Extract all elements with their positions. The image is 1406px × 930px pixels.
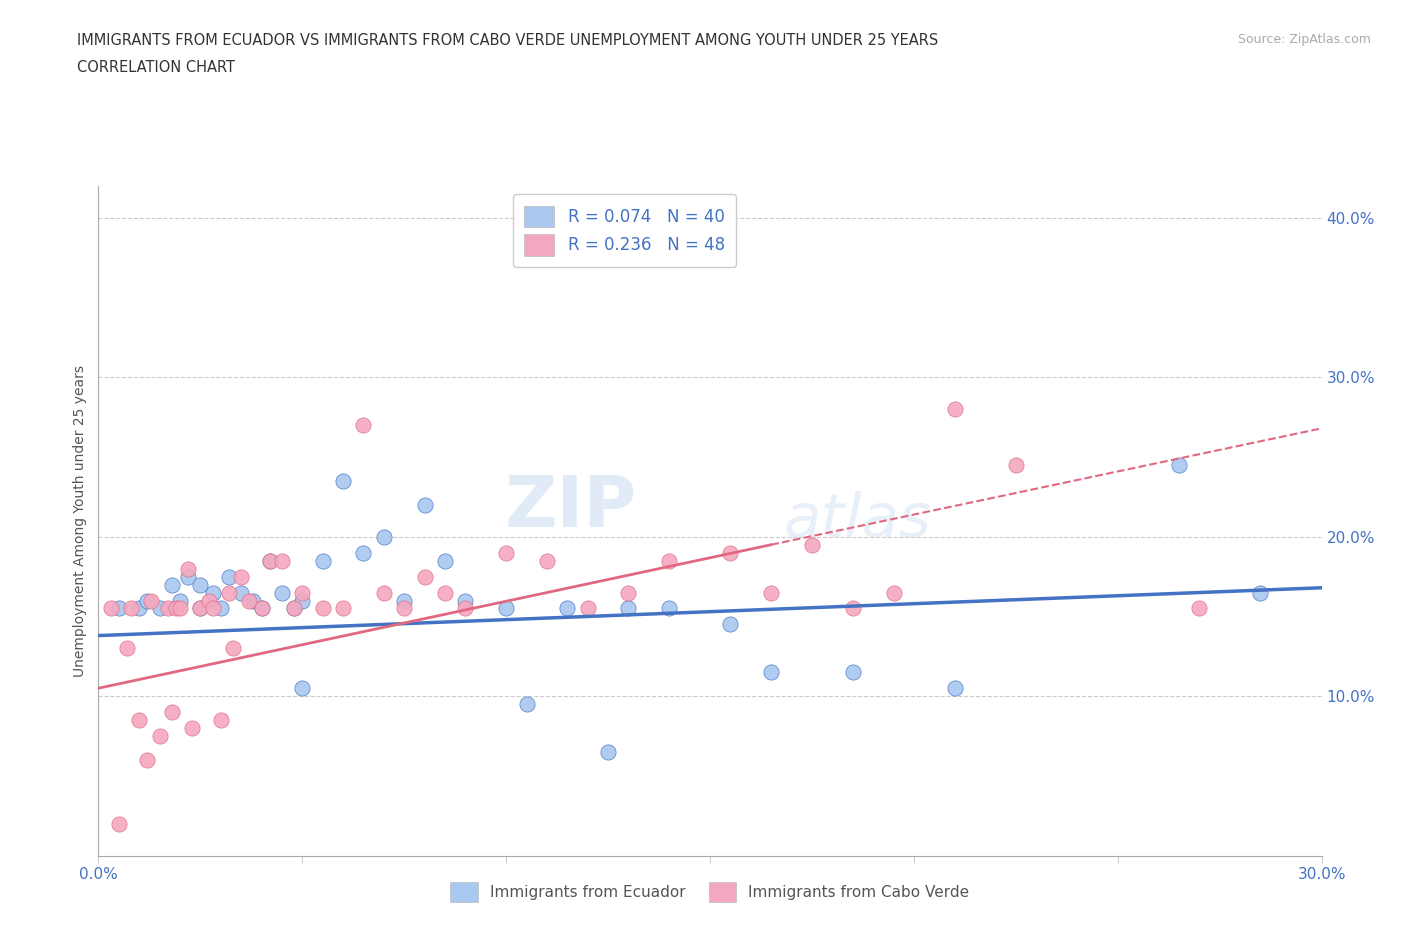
- Point: [841, 601, 863, 616]
- Point: [352, 545, 374, 560]
- Point: [218, 585, 240, 600]
- Point: [160, 705, 183, 720]
- Point: [1249, 585, 1271, 600]
- Point: [160, 578, 183, 592]
- Point: [392, 601, 416, 616]
- Point: [201, 601, 224, 616]
- Point: [291, 593, 314, 608]
- Point: [188, 601, 212, 616]
- Point: [312, 601, 335, 616]
- Point: [454, 593, 477, 608]
- Point: [231, 585, 253, 600]
- Text: IMMIGRANTS FROM ECUADOR VS IMMIGRANTS FROM CABO VERDE UNEMPLOYMENT AMONG YOUTH U: IMMIGRANTS FROM ECUADOR VS IMMIGRANTS FR…: [77, 33, 939, 47]
- Point: [209, 601, 232, 616]
- Point: [238, 593, 260, 608]
- Point: [495, 601, 517, 616]
- Y-axis label: Unemployment Among Youth under 25 years: Unemployment Among Youth under 25 years: [73, 365, 87, 677]
- Point: [617, 601, 640, 616]
- Text: Source: ZipAtlas.com: Source: ZipAtlas.com: [1237, 33, 1371, 46]
- Point: [149, 601, 172, 616]
- Point: [413, 569, 436, 584]
- Point: [454, 601, 477, 616]
- Point: [1167, 458, 1189, 472]
- Point: [209, 712, 232, 727]
- Point: [312, 553, 335, 568]
- Point: [231, 569, 253, 584]
- Point: [332, 601, 354, 616]
- Point: [177, 561, 200, 576]
- Point: [177, 569, 200, 584]
- Point: [250, 601, 273, 616]
- Point: [120, 601, 142, 616]
- Point: [658, 553, 681, 568]
- Point: [883, 585, 905, 600]
- Point: [598, 745, 620, 760]
- Point: [658, 601, 681, 616]
- Point: [392, 593, 416, 608]
- Point: [141, 593, 163, 608]
- Point: [270, 585, 294, 600]
- Point: [283, 601, 305, 616]
- Point: [291, 585, 314, 600]
- Point: [169, 601, 191, 616]
- Point: [352, 418, 374, 432]
- Point: [283, 601, 305, 616]
- Point: [761, 585, 783, 600]
- Text: atlas: atlas: [783, 491, 931, 551]
- Point: [222, 641, 245, 656]
- Point: [291, 681, 314, 696]
- Point: [1004, 458, 1026, 472]
- Legend: Immigrants from Ecuador, Immigrants from Cabo Verde: Immigrants from Ecuador, Immigrants from…: [444, 876, 976, 909]
- Point: [1188, 601, 1211, 616]
- Point: [495, 545, 517, 560]
- Point: [259, 553, 281, 568]
- Point: [801, 538, 824, 552]
- Point: [434, 585, 457, 600]
- Point: [373, 529, 395, 544]
- Point: [720, 617, 742, 631]
- Point: [943, 681, 966, 696]
- Point: [201, 585, 224, 600]
- Point: [149, 728, 172, 743]
- Point: [169, 593, 191, 608]
- Point: [557, 601, 579, 616]
- Point: [516, 697, 538, 711]
- Point: [434, 553, 457, 568]
- Point: [242, 593, 264, 608]
- Point: [250, 601, 273, 616]
- Point: [259, 553, 281, 568]
- Point: [576, 601, 599, 616]
- Point: [413, 498, 436, 512]
- Point: [720, 545, 742, 560]
- Point: [115, 641, 138, 656]
- Text: ZIP: ZIP: [505, 473, 637, 542]
- Point: [617, 585, 640, 600]
- Point: [270, 553, 294, 568]
- Point: [100, 601, 122, 616]
- Text: CORRELATION CHART: CORRELATION CHART: [77, 60, 235, 75]
- Point: [218, 569, 240, 584]
- Point: [332, 473, 354, 488]
- Point: [943, 402, 966, 417]
- Point: [136, 593, 159, 608]
- Point: [841, 665, 863, 680]
- Point: [197, 593, 219, 608]
- Point: [188, 601, 212, 616]
- Point: [181, 721, 204, 736]
- Point: [165, 601, 187, 616]
- Point: [128, 712, 150, 727]
- Point: [108, 817, 131, 831]
- Point: [761, 665, 783, 680]
- Point: [188, 578, 212, 592]
- Point: [128, 601, 150, 616]
- Point: [136, 752, 159, 767]
- Point: [108, 601, 131, 616]
- Point: [536, 553, 558, 568]
- Point: [156, 601, 179, 616]
- Point: [373, 585, 395, 600]
